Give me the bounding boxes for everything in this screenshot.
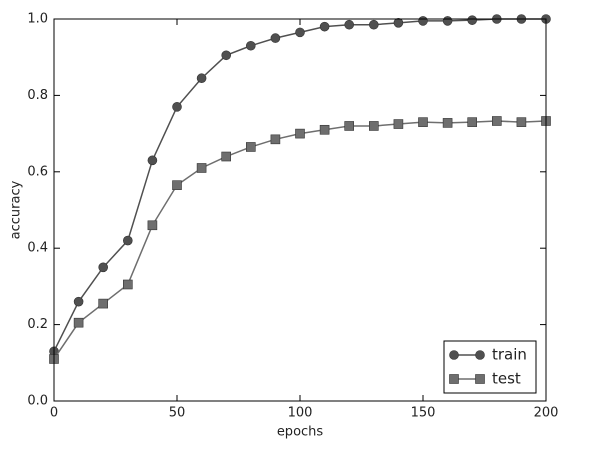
- x-axis-label: epochs: [277, 425, 324, 440]
- marker: [98, 298, 108, 309]
- x-tick-label: 50: [169, 406, 186, 421]
- marker: [449, 374, 459, 384]
- marker: [393, 119, 404, 129]
- y-tick-label: 0.0: [27, 394, 48, 409]
- marker: [475, 374, 485, 384]
- series-line: [53, 18, 546, 352]
- y-axis-label: accuracy: [9, 180, 24, 239]
- marker: [393, 18, 404, 28]
- marker: [491, 116, 502, 126]
- marker: [221, 151, 231, 162]
- marker: [467, 15, 478, 25]
- y-tick-label: 0.8: [27, 88, 48, 103]
- marker: [344, 121, 355, 131]
- marker: [246, 40, 256, 51]
- marker: [246, 142, 256, 152]
- marker: [418, 117, 428, 127]
- marker: [270, 134, 281, 145]
- marker: [123, 235, 133, 246]
- legend-label: train: [492, 346, 527, 364]
- marker: [123, 279, 133, 290]
- marker: [319, 21, 330, 32]
- x-tick-label: 150: [411, 406, 436, 421]
- y-tick-label: 0.2: [27, 317, 48, 332]
- y-tick-label: 0.4: [27, 241, 48, 256]
- marker: [172, 180, 182, 190]
- marker: [344, 19, 355, 30]
- x-tick-label: 0: [50, 406, 58, 421]
- marker: [270, 33, 281, 43]
- marker: [196, 73, 207, 84]
- marker: [221, 50, 231, 61]
- marker: [418, 16, 428, 26]
- marker: [475, 350, 485, 360]
- legend-label: test: [492, 370, 521, 388]
- marker: [98, 262, 108, 273]
- marker: [442, 16, 453, 26]
- y-tick-label: 0.6: [27, 164, 48, 179]
- marker: [516, 117, 527, 127]
- marker: [368, 121, 379, 131]
- plot-frame: [53, 18, 547, 402]
- marker: [172, 102, 182, 112]
- marker: [73, 296, 84, 307]
- legend-box: [443, 340, 537, 394]
- marker: [442, 118, 453, 128]
- marker: [73, 317, 84, 328]
- marker: [319, 124, 330, 135]
- x-tick-label: 200: [534, 406, 559, 421]
- marker: [196, 163, 207, 173]
- legend: train test: [443, 340, 537, 394]
- marker: [467, 117, 478, 127]
- marker: [147, 220, 158, 231]
- marker: [295, 27, 305, 38]
- y-tick-label: 1.0: [27, 12, 48, 27]
- marker: [368, 19, 379, 30]
- marker: [295, 128, 305, 139]
- marker: [449, 350, 459, 360]
- marker: [147, 155, 158, 166]
- x-tick-label: 100: [288, 406, 313, 421]
